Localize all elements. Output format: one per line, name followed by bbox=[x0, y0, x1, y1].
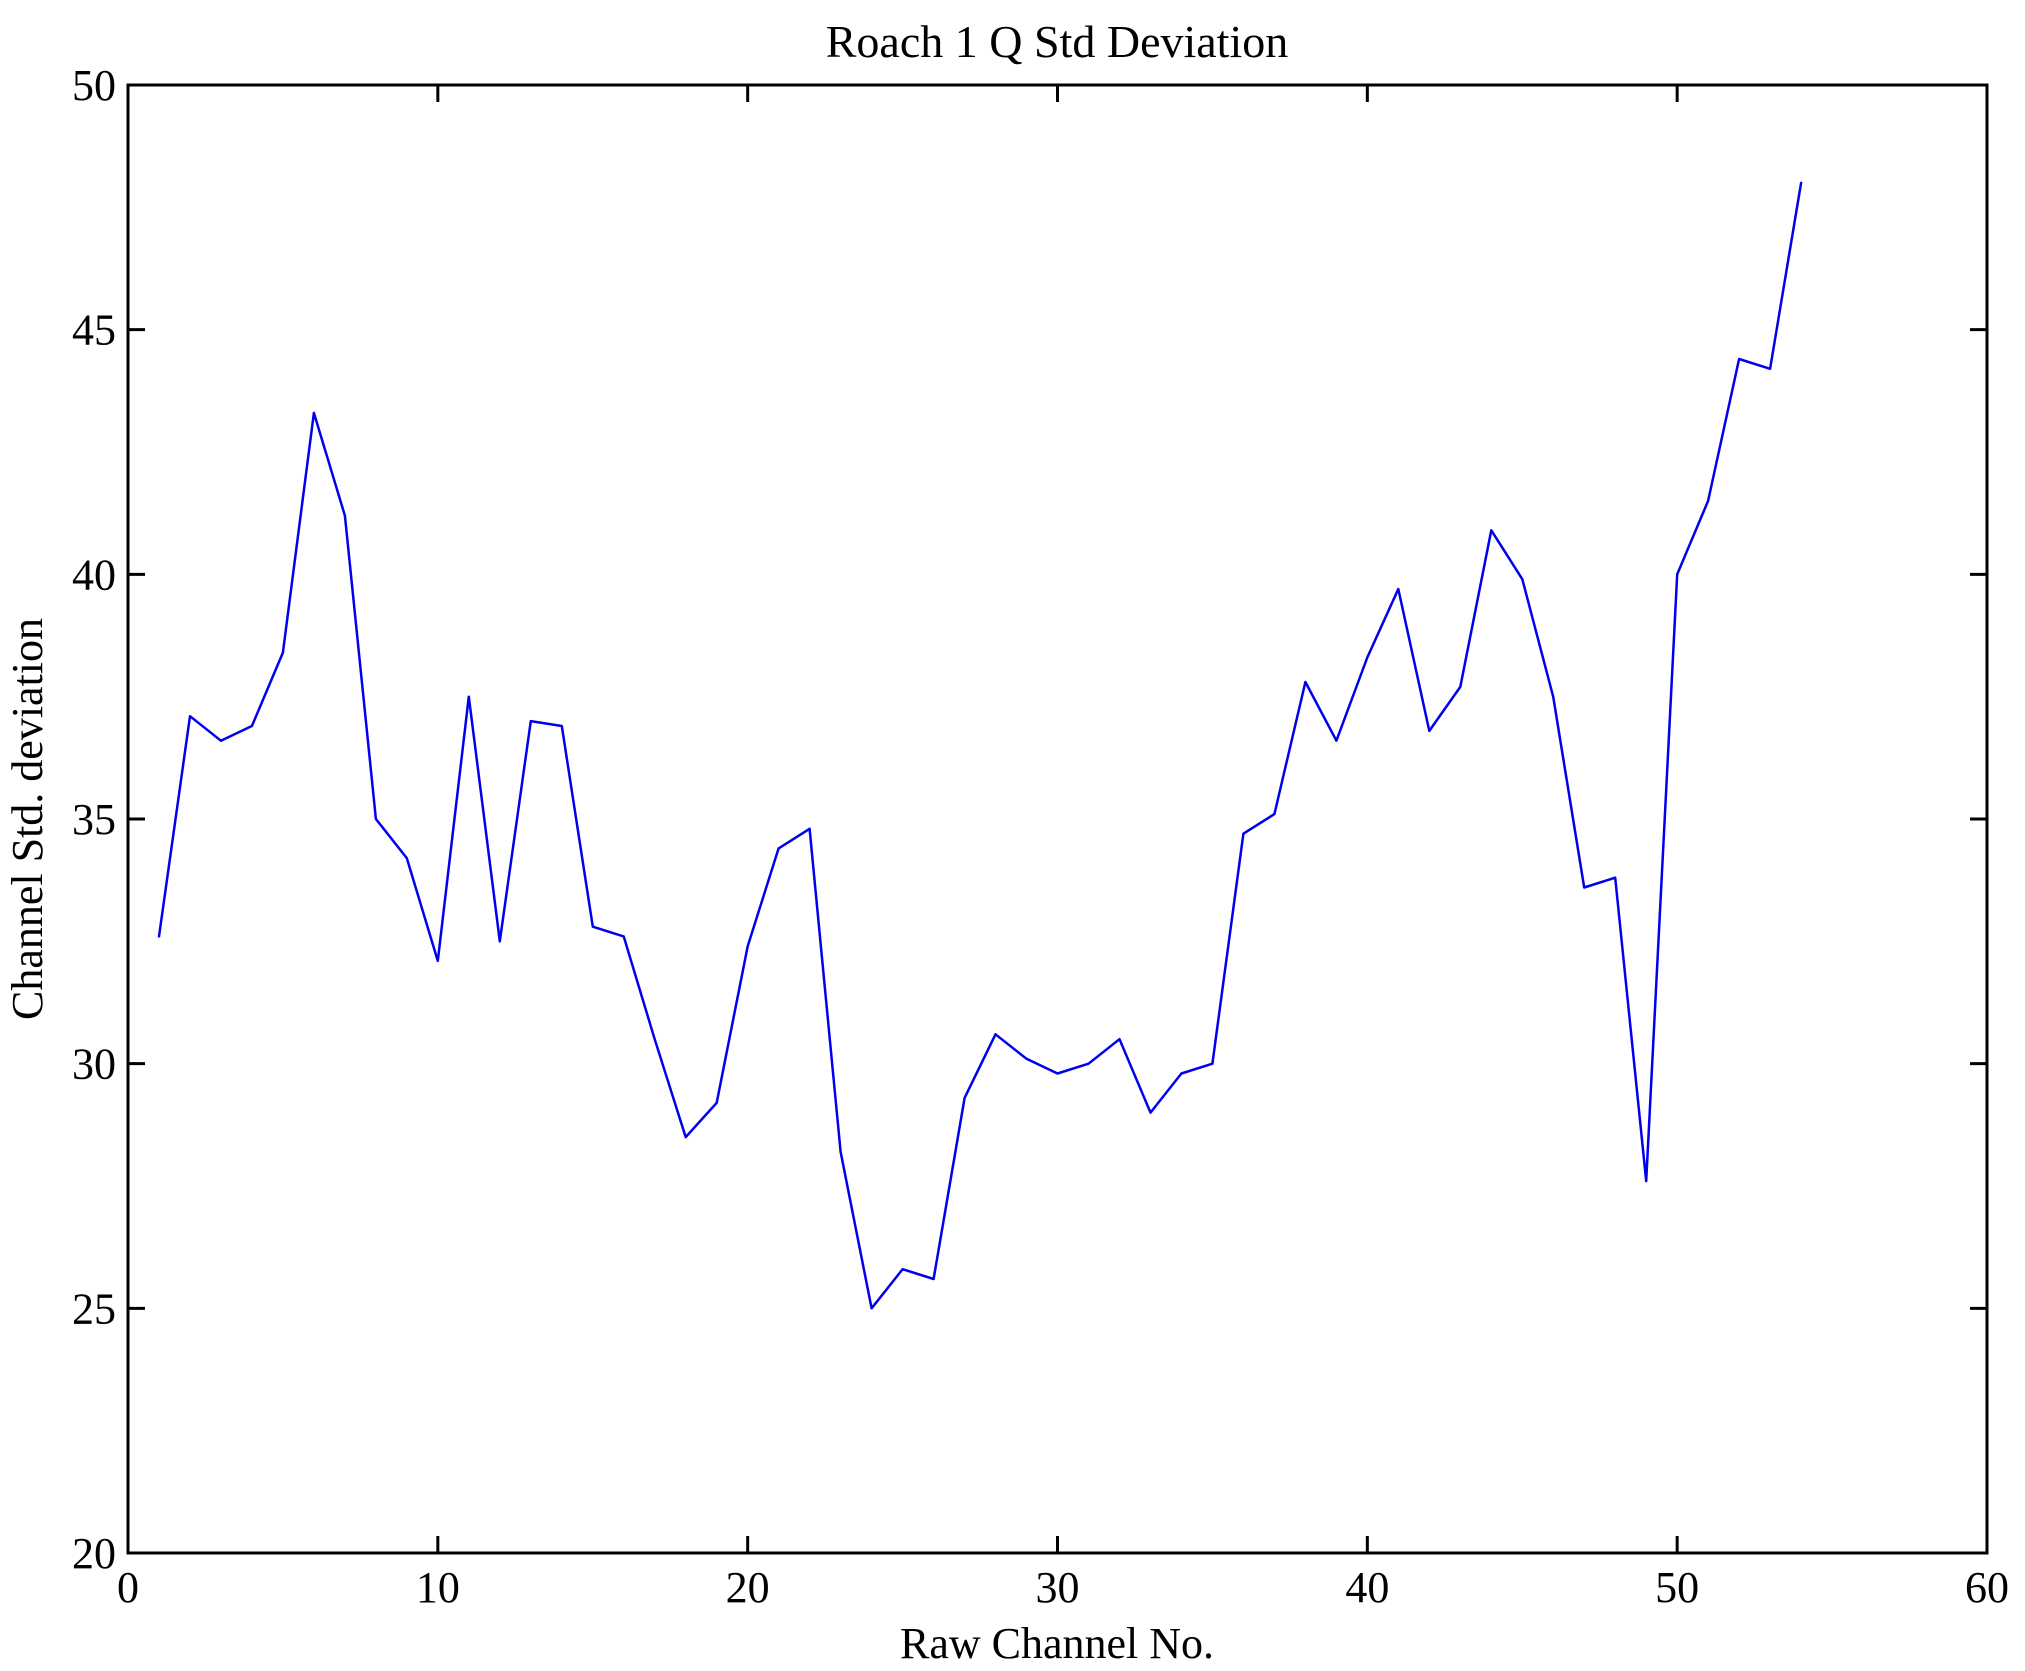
tick-label: 50 bbox=[1655, 1563, 1699, 1612]
x-axis-label: Raw Channel No. bbox=[900, 1619, 1214, 1668]
tick-label: 20 bbox=[726, 1563, 770, 1612]
tick-label: 35 bbox=[72, 795, 116, 844]
tick-label: 30 bbox=[72, 1040, 116, 1089]
tick-label: 0 bbox=[117, 1563, 139, 1612]
plot-area bbox=[126, 83, 1989, 1555]
axis-tick-marks bbox=[126, 83, 1989, 1555]
tick-label: 50 bbox=[72, 61, 116, 110]
tick-label: 60 bbox=[1965, 1563, 2009, 1612]
tick-label: 20 bbox=[72, 1529, 116, 1578]
tick-label: 30 bbox=[1036, 1563, 1080, 1612]
tick-label: 10 bbox=[416, 1563, 460, 1612]
tick-label: 45 bbox=[72, 306, 116, 355]
x-axis-tick-labels: 0 10 20 30 40 50 60 bbox=[117, 1563, 2009, 1612]
tick-label: 40 bbox=[1345, 1563, 1389, 1612]
chart-title: Roach 1 Q Std Deviation bbox=[826, 16, 1289, 67]
y-axis-tick-labels: 20 25 30 35 40 45 50 bbox=[72, 61, 116, 1578]
tick-label: 40 bbox=[72, 550, 116, 599]
tick-label: 25 bbox=[72, 1284, 116, 1333]
y-axis-label: Channel Std. deviation bbox=[3, 618, 52, 1020]
data-series-line bbox=[157, 181, 1803, 1310]
